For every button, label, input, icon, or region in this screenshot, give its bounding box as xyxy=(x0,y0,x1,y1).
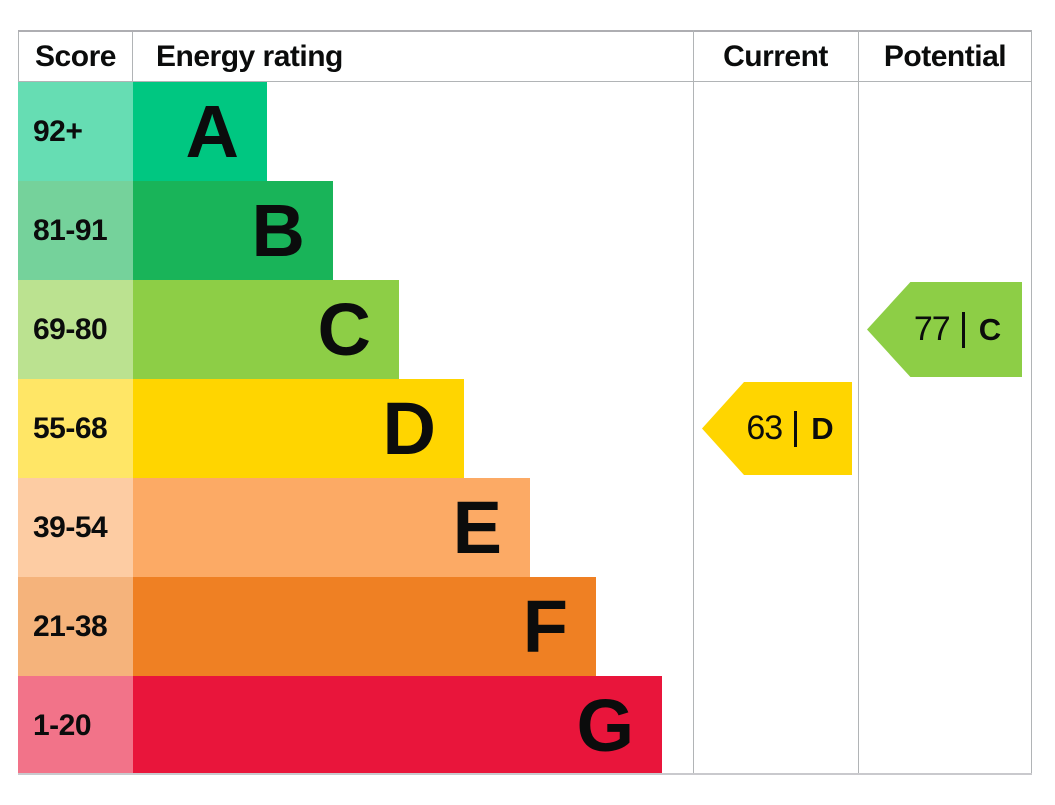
band-row-c: 69-80 C xyxy=(18,280,1032,379)
band-bar-e: E xyxy=(133,478,530,577)
band-letter: F xyxy=(522,584,568,668)
current-rating-band: D xyxy=(811,410,834,446)
band-bar-c: C xyxy=(133,280,399,379)
column-divider xyxy=(693,30,694,775)
band-score-range: 55-68 xyxy=(18,379,133,478)
band-letter: E xyxy=(452,485,502,569)
band-score-range: 69-80 xyxy=(18,280,133,379)
column-header-score: Score xyxy=(18,32,133,81)
column-header-potential: Potential xyxy=(883,39,1007,73)
band-letter: B xyxy=(251,188,305,272)
column-divider xyxy=(858,30,859,775)
band-row-g: 1-20 G xyxy=(18,676,1032,775)
potential-rating-band: C xyxy=(978,311,1002,347)
table-bottom-border xyxy=(18,773,1032,775)
band-bar-f: F xyxy=(133,577,596,676)
band-letter: A xyxy=(185,89,239,173)
band-row-f: 21-38 F xyxy=(18,577,1032,676)
column-header-current: Current xyxy=(723,39,828,73)
current-rating-value: 63 xyxy=(746,409,783,447)
band-bar-b: B xyxy=(133,181,333,280)
band-bar-a: A xyxy=(133,82,267,181)
band-score-range: 81-91 xyxy=(18,181,133,280)
separator-bar xyxy=(794,410,798,447)
band-score-range: 39-54 xyxy=(18,478,133,577)
band-score-range: 1-20 xyxy=(18,676,133,775)
band-row-e: 39-54 E xyxy=(18,478,1032,577)
band-row-b: 81-91 B xyxy=(18,181,1032,280)
band-row-a: 92+ A xyxy=(18,82,1032,181)
band-letter: D xyxy=(382,386,436,470)
separator-bar xyxy=(961,311,965,348)
column-header-energy-rating: Energy rating xyxy=(156,39,343,73)
table-top-border xyxy=(18,30,1032,32)
band-rows: 92+ A 81-91 B 69-80 C 55-68 D 39-54 E 21-38 F 1-20 G xyxy=(18,82,1032,775)
potential-rating-value: 77 xyxy=(913,310,951,348)
band-letter: G xyxy=(576,683,634,767)
epc-rating-chart: Score Energy rating Current Potential 92… xyxy=(18,30,1032,775)
band-score-range: 92+ xyxy=(18,82,133,181)
band-score-range: 21-38 xyxy=(18,577,133,676)
band-bar-d: D xyxy=(133,379,464,478)
table-header-row: Score Energy rating Current Potential xyxy=(18,32,1032,82)
band-bar-g: G xyxy=(133,676,662,775)
band-letter: C xyxy=(317,287,371,371)
table-right-border xyxy=(1031,30,1032,775)
band-row-d: 55-68 D xyxy=(18,379,1032,478)
